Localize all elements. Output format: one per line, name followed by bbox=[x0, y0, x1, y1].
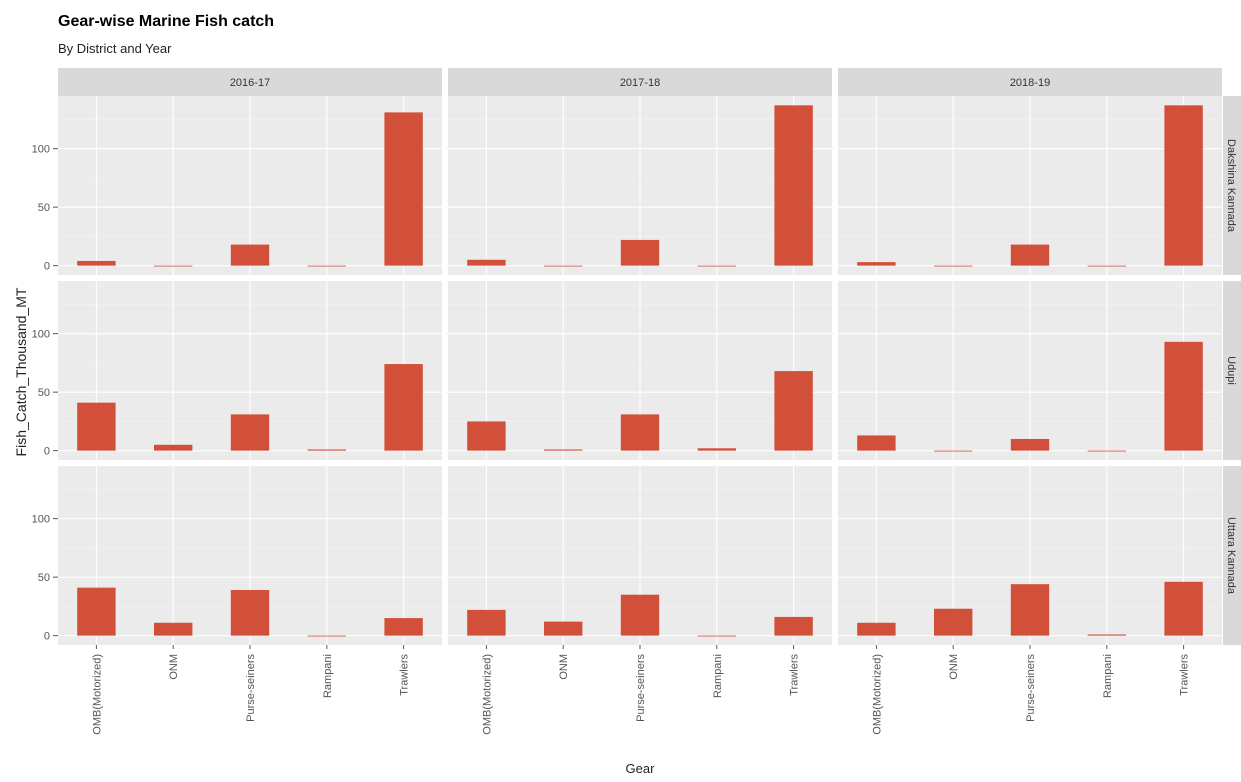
bar-omb-motorized bbox=[77, 402, 116, 451]
bar-omb-motorized bbox=[467, 421, 506, 451]
bar-rampani bbox=[1087, 450, 1126, 452]
bar-trawlers bbox=[384, 112, 423, 266]
bar-purse-seiners bbox=[620, 239, 660, 266]
bar-trawlers bbox=[1164, 341, 1203, 451]
bar-trawlers bbox=[384, 618, 423, 636]
bar-onm bbox=[934, 265, 973, 267]
bar-rampani bbox=[697, 635, 736, 637]
x-tick-label: OMB(Motorized) bbox=[871, 654, 883, 735]
bar-onm bbox=[544, 449, 583, 451]
bar-omb-motorized bbox=[857, 435, 896, 451]
bar-omb-motorized bbox=[77, 587, 116, 636]
facet-row-strip-label: Uttara Kannada bbox=[1225, 517, 1237, 595]
bar-onm bbox=[544, 265, 583, 267]
bar-rampani bbox=[307, 449, 346, 451]
x-tick-label: OMB(Motorized) bbox=[481, 654, 493, 735]
bar-omb-motorized bbox=[857, 622, 896, 636]
x-tick-label: ONM bbox=[168, 654, 180, 680]
y-tick-label: 0 bbox=[44, 446, 50, 458]
bar-omb-motorized bbox=[467, 609, 506, 636]
y-tick-label: 100 bbox=[32, 329, 50, 341]
facet-strip-2018-19 bbox=[838, 68, 1222, 96]
bar-omb-motorized bbox=[467, 259, 506, 266]
x-axis-title: Gear bbox=[626, 761, 656, 776]
bar-omb-motorized bbox=[857, 262, 896, 266]
y-tick-label: 100 bbox=[32, 514, 50, 526]
y-tick-label: 50 bbox=[38, 202, 50, 214]
bar-trawlers bbox=[1164, 105, 1203, 266]
bar-onm bbox=[154, 444, 193, 451]
bar-omb-motorized bbox=[77, 260, 116, 266]
x-tick-label: Trawlers bbox=[1179, 654, 1191, 696]
y-tick-label: 0 bbox=[44, 261, 50, 273]
bar-purse-seiners bbox=[620, 414, 660, 451]
bar-onm bbox=[154, 622, 193, 636]
bar-onm bbox=[154, 265, 193, 267]
facet-panels: 2016-17 2017-18 2018-19 Dakshina Kannada Udu… bbox=[32, 68, 1241, 735]
bar-purse-seiners bbox=[230, 414, 270, 451]
x-tick-label: Rampani bbox=[1102, 654, 1114, 698]
x-tick-label: ONM bbox=[558, 654, 570, 680]
bar-purse-seiners bbox=[1010, 438, 1050, 451]
y-tick-label: 50 bbox=[38, 387, 50, 399]
bar-rampani bbox=[697, 448, 736, 451]
facet-strip-label: 2017-18 bbox=[620, 77, 660, 89]
bar-purse-seiners bbox=[230, 590, 270, 636]
x-tick-label: Trawlers bbox=[789, 654, 801, 696]
facet-strip-2016-17 bbox=[58, 68, 442, 96]
x-tick-label: Rampani bbox=[712, 654, 724, 698]
facet-row-strip-label: Dakshina Kannada bbox=[1225, 139, 1237, 233]
x-tick-label: Rampani bbox=[322, 654, 334, 698]
x-tick-label: OMB(Motorized) bbox=[91, 654, 103, 735]
x-tick-label: Purse-seiners bbox=[635, 654, 647, 722]
bar-onm bbox=[934, 608, 973, 636]
facet-row-strip-udupi bbox=[1223, 281, 1241, 460]
bar-trawlers bbox=[384, 364, 423, 451]
bar-purse-seiners bbox=[1010, 244, 1050, 266]
chart-subtitle: By District and Year bbox=[58, 41, 172, 56]
bar-rampani bbox=[307, 265, 346, 267]
bar-rampani bbox=[697, 265, 736, 267]
bar-trawlers bbox=[1164, 581, 1203, 636]
bar-trawlers bbox=[774, 616, 813, 636]
bar-rampani bbox=[1087, 634, 1126, 636]
bar-trawlers bbox=[774, 105, 813, 266]
facet-strip-label: 2018-19 bbox=[1010, 77, 1050, 89]
y-tick-label: 0 bbox=[44, 631, 50, 643]
bar-trawlers bbox=[774, 371, 813, 451]
x-tick-label: Purse-seiners bbox=[1025, 654, 1037, 722]
x-tick-label: ONM bbox=[948, 654, 960, 680]
bar-purse-seiners bbox=[230, 244, 270, 266]
bar-rampani bbox=[1087, 265, 1126, 267]
chart-title: Gear-wise Marine Fish catch bbox=[58, 13, 274, 30]
x-tick-label: Purse-seiners bbox=[245, 654, 257, 722]
y-tick-label: 50 bbox=[38, 572, 50, 584]
facet-row-strip-label: Udupi bbox=[1225, 356, 1237, 385]
bar-purse-seiners bbox=[1010, 584, 1050, 636]
facet-row-strip-uttara-kannada bbox=[1223, 466, 1241, 645]
x-tick-label: Trawlers bbox=[399, 654, 411, 696]
y-axis-title: Fish_Catch_Thousand_MT bbox=[13, 287, 29, 456]
facet-row-strip-dakshina-kannada bbox=[1223, 96, 1241, 275]
y-tick-label: 100 bbox=[32, 144, 50, 156]
bar-onm bbox=[934, 450, 973, 452]
bar-rampani bbox=[307, 635, 346, 637]
bar-purse-seiners bbox=[620, 594, 660, 636]
facet-strip-label: 2016-17 bbox=[230, 77, 270, 89]
facet-strip-2017-18 bbox=[448, 68, 832, 96]
bar-onm bbox=[544, 621, 583, 636]
